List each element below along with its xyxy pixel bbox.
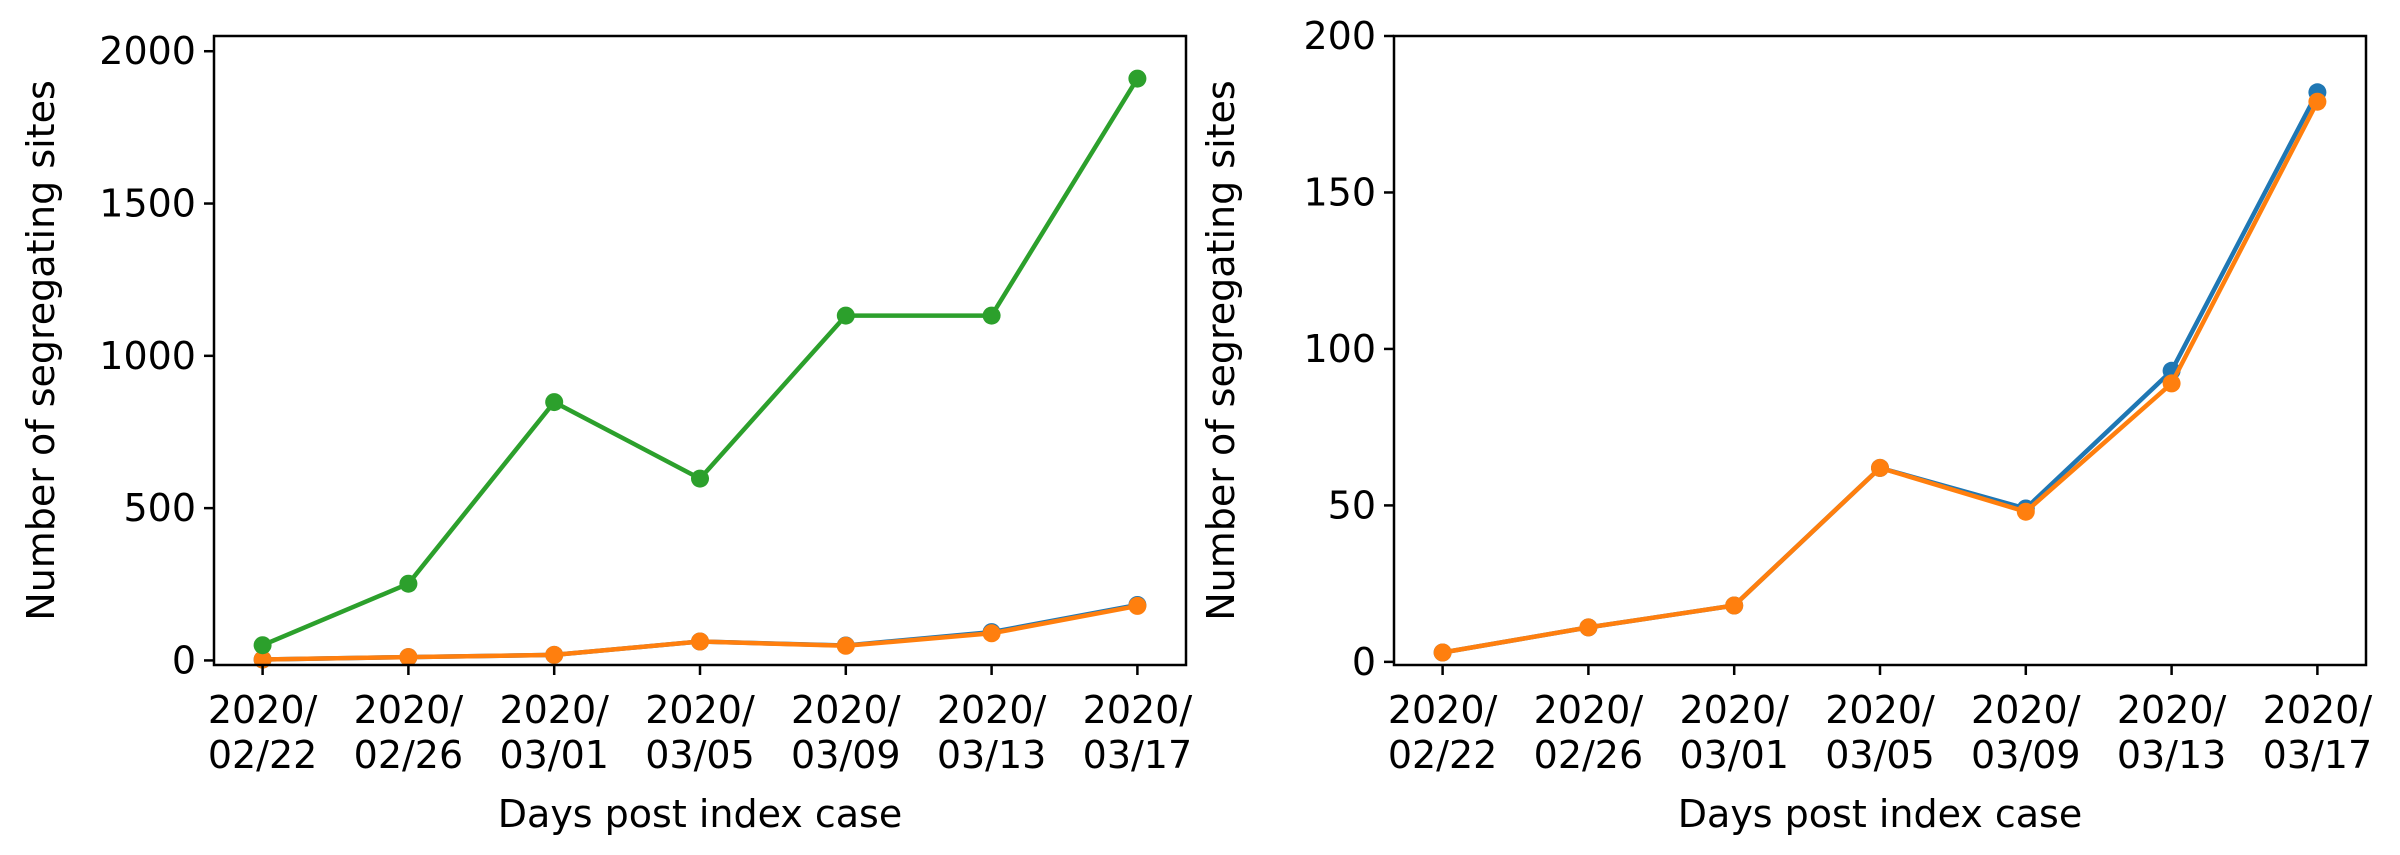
chart-panel-1: 05001000150020002020/02/222020/02/262020… — [19, 29, 1192, 836]
y-tick-label: 0 — [1352, 640, 1376, 684]
y-tick-label: 0 — [172, 638, 196, 682]
x-tick-label: 2020/ — [208, 688, 318, 732]
data-point — [2162, 374, 2181, 393]
x-tick-label: 02/22 — [1388, 733, 1498, 777]
y-tick-label: 50 — [1328, 483, 1376, 527]
series-line — [1442, 100, 2320, 655]
y-axis-label: Number of segregating sites — [1199, 80, 1243, 620]
x-tick-label: 03/01 — [1679, 733, 1789, 777]
x-tick-label: 2020/ — [2263, 688, 2373, 732]
data-point — [1725, 596, 1744, 615]
x-tick-label: 2020/ — [1679, 688, 1789, 732]
series-1 — [1433, 83, 2327, 662]
data-point — [2308, 92, 2327, 111]
x-tick-label: 03/17 — [2263, 733, 2373, 777]
data-point — [253, 636, 272, 655]
data-point — [982, 624, 1001, 643]
data-point — [545, 645, 564, 664]
x-tick-label: 2020/ — [1083, 688, 1193, 732]
data-point — [545, 393, 564, 412]
data-point — [836, 636, 855, 655]
y-tick-label: 100 — [1303, 327, 1376, 371]
y-tick-label: 150 — [1303, 170, 1376, 214]
data-point — [836, 306, 855, 325]
x-tick-label: 2020/ — [2117, 688, 2227, 732]
x-tick-label: 02/22 — [208, 733, 318, 777]
x-axis-label: Days post index case — [1678, 792, 2082, 836]
x-tick-label: 02/26 — [1534, 733, 1644, 777]
data-point — [1128, 596, 1147, 615]
x-tick-label: 2020/ — [1825, 688, 1935, 732]
x-tick-label: 2020/ — [1534, 688, 1644, 732]
series-line — [1442, 91, 2320, 655]
x-tick-label: 03/17 — [1083, 733, 1193, 777]
x-tick-label: 03/09 — [791, 733, 901, 777]
x-tick-label: 2020/ — [645, 688, 755, 732]
y-tick-label: 500 — [123, 486, 196, 530]
axes-frame — [1392, 34, 2368, 667]
data-point — [1128, 69, 1147, 88]
x-tick-label: 03/13 — [2117, 733, 2227, 777]
x-tick-label: 02/26 — [354, 733, 464, 777]
x-tick-label: 2020/ — [354, 688, 464, 732]
x-tick-label: 2020/ — [1388, 688, 1498, 732]
data-point — [1433, 643, 1452, 662]
axes-frame — [212, 34, 1188, 667]
x-tick-label: 03/09 — [1971, 733, 2081, 777]
data-point — [2016, 502, 2035, 521]
series-2 — [1433, 92, 2327, 662]
x-tick-label: 03/05 — [645, 733, 755, 777]
y-tick-label: 1500 — [99, 182, 196, 226]
x-tick-label: 2020/ — [937, 688, 1047, 732]
y-axis-label: Number of segregating sites — [19, 80, 63, 620]
y-tick-label: 1000 — [99, 334, 196, 378]
data-point — [982, 306, 1001, 325]
y-tick-label: 200 — [1303, 14, 1376, 58]
x-tick-label: 2020/ — [1971, 688, 2081, 732]
data-point — [1871, 458, 1889, 477]
data-point — [691, 469, 709, 488]
y-tick-label: 2000 — [99, 29, 196, 73]
x-tick-label: 03/05 — [1825, 733, 1935, 777]
series-line — [261, 77, 1140, 648]
series-2 — [253, 596, 1147, 669]
series-3 — [253, 69, 1147, 655]
chart-panel-2: 0501001502002020/02/222020/02/262020/03/… — [1199, 14, 2372, 836]
data-point — [399, 648, 418, 667]
x-tick-label: 03/13 — [937, 733, 1047, 777]
x-tick-label: 2020/ — [499, 688, 609, 732]
data-point — [691, 632, 709, 651]
x-tick-label: 03/01 — [499, 733, 609, 777]
data-point — [399, 574, 418, 593]
x-tick-label: 2020/ — [791, 688, 901, 732]
x-axis-label: Days post index case — [498, 792, 902, 836]
data-point — [1579, 618, 1598, 637]
